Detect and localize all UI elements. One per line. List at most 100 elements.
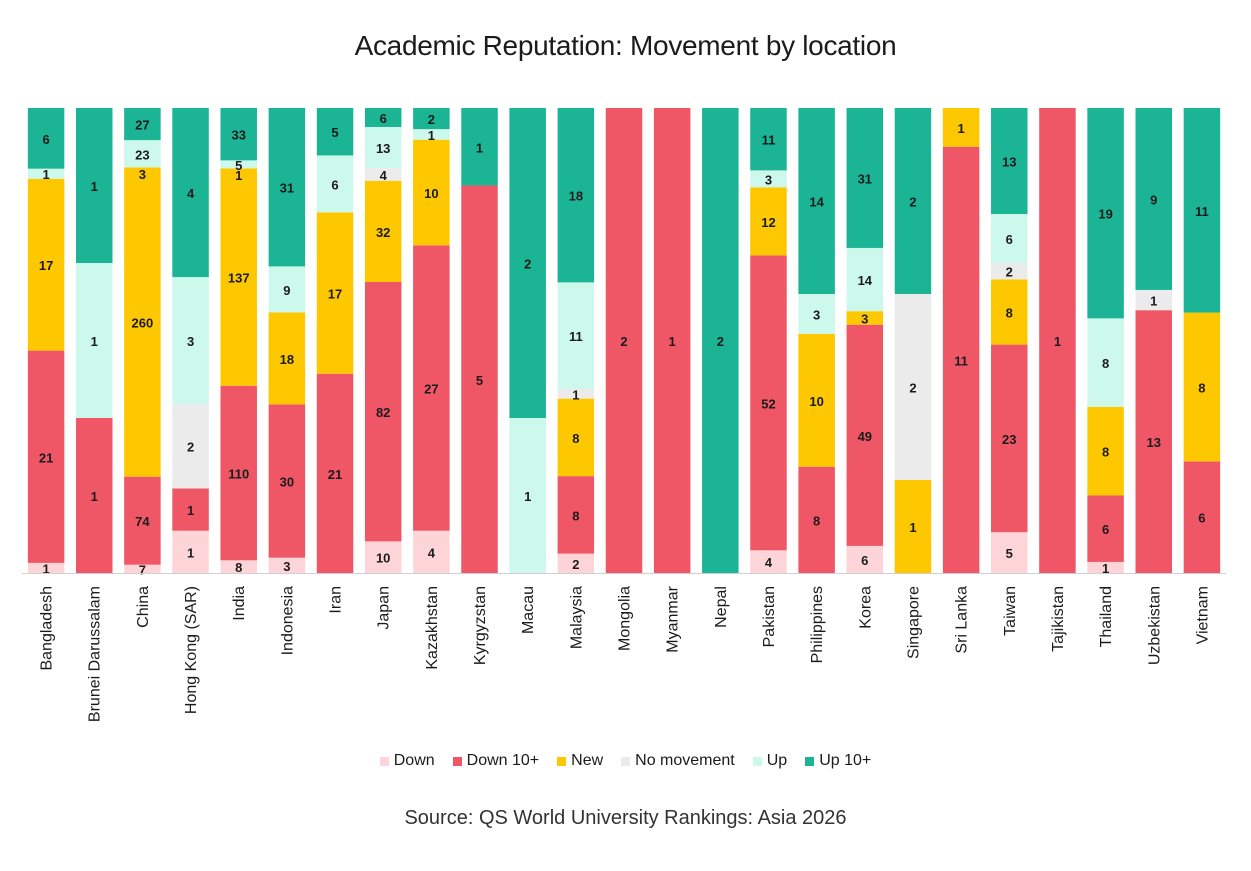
data-label-japan-new: 32 bbox=[376, 225, 390, 240]
bar-segment-japan-down-10 bbox=[364, 281, 402, 542]
data-label-japan-down: 10 bbox=[376, 551, 390, 566]
x-tick-label-korea: Korea bbox=[857, 586, 874, 629]
data-label-kazakhstan-up: 1 bbox=[428, 128, 435, 143]
data-label-taiwan-up: 6 bbox=[1006, 232, 1013, 247]
bar-segment-korea-down-10 bbox=[846, 324, 884, 546]
x-tick-label-vietnam: Vietnam bbox=[1194, 586, 1211, 644]
legend-label-new: New bbox=[571, 752, 604, 769]
bar-segment-korea-up-10 bbox=[846, 108, 884, 248]
bar-segment-hong-kong-sar-down bbox=[172, 530, 209, 573]
data-label-china-up-10: 27 bbox=[135, 118, 149, 133]
data-label-kyrgyzstan-down-10: 5 bbox=[476, 373, 483, 388]
bar-segment-macau-up bbox=[509, 418, 546, 573]
data-label-hong-kong-sar-up: 3 bbox=[187, 334, 194, 349]
data-label-singapore-new: 1 bbox=[909, 520, 916, 535]
data-label-pakistan-up: 3 bbox=[765, 172, 772, 187]
data-label-kyrgyzstan-up-10: 1 bbox=[476, 140, 483, 155]
data-label-taiwan-no-movement: 2 bbox=[1006, 265, 1013, 280]
data-label-tajikistan-down-10: 1 bbox=[1054, 334, 1061, 349]
bar-segment-japan-down bbox=[364, 541, 402, 573]
data-label-malaysia-up-10: 18 bbox=[569, 189, 583, 204]
bar-segment-taiwan-down bbox=[991, 532, 1028, 573]
bar-segment-myanmar-down-10 bbox=[653, 108, 691, 573]
bar-segment-thailand-down-10 bbox=[1087, 495, 1124, 562]
bar-segment-iran-new bbox=[316, 212, 354, 374]
x-tick-label-malaysia: Malaysia bbox=[568, 586, 585, 649]
data-label-china-up: 23 bbox=[135, 147, 149, 162]
data-label-malaysia-down-10: 8 bbox=[572, 508, 579, 523]
legend-swatch-down bbox=[379, 756, 389, 766]
x-tick-label-macau: Macau bbox=[520, 586, 537, 634]
data-label-bangladesh-new: 17 bbox=[39, 258, 53, 273]
bar-segment-china-down bbox=[124, 564, 161, 573]
bar-segment-pakistan-new bbox=[750, 187, 787, 256]
bar-segment-vietnam-new bbox=[1183, 312, 1221, 462]
bar-segment-tajikistan-down-10 bbox=[1039, 108, 1076, 573]
bar-segment-macau-up-10 bbox=[509, 108, 546, 418]
data-label-macau-up: 1 bbox=[524, 489, 531, 504]
bar-segment-kazakhstan-up bbox=[413, 129, 450, 140]
data-label-pakistan-new: 12 bbox=[761, 215, 775, 230]
bar-segment-japan-no-movement bbox=[364, 168, 402, 181]
bar-segment-thailand-up bbox=[1087, 318, 1124, 407]
legend-item-no-movement: No movement bbox=[621, 752, 735, 770]
bar-segment-taiwan-up bbox=[991, 214, 1028, 263]
bar-segment-kazakhstan-down-10 bbox=[413, 245, 450, 531]
bar-segment-thailand-new bbox=[1087, 406, 1124, 496]
legend-label-down: Down bbox=[393, 752, 435, 769]
x-tick-label-china: China bbox=[135, 586, 152, 628]
bar-segment-brunei-darussalam-up bbox=[75, 263, 113, 418]
bar-segment-china-new bbox=[124, 167, 161, 477]
data-labels: 1211716111774260232731123481101375331330… bbox=[39, 111, 1209, 577]
legend-item-up-10: Up 10+ bbox=[805, 752, 871, 770]
bar-segment-philippines-new bbox=[798, 333, 835, 467]
data-label-india-up-10: 33 bbox=[231, 128, 245, 143]
data-label-myanmar-down-10: 1 bbox=[669, 334, 676, 349]
data-label-bangladesh-down: 1 bbox=[42, 561, 49, 576]
data-label-hong-kong-sar-down-10: 1 bbox=[187, 503, 194, 518]
legend-swatch-up-10 bbox=[805, 756, 815, 766]
data-label-thailand-up: 8 bbox=[1102, 356, 1109, 371]
legend-swatch-no-movement bbox=[621, 756, 631, 766]
bar-segment-hong-kong-sar-down-10 bbox=[172, 488, 209, 531]
bar-segment-singapore-no-movement bbox=[894, 294, 932, 480]
x-tick-label-uzbekistan: Uzbekistan bbox=[1146, 586, 1163, 665]
data-label-kazakhstan-up-10: 2 bbox=[428, 112, 435, 127]
bars bbox=[27, 108, 1221, 574]
data-label-kazakhstan-down-10: 27 bbox=[424, 382, 438, 397]
bar-segment-india-down-10 bbox=[220, 385, 257, 561]
x-tick-label-hong-kong-sar: Hong Kong (SAR) bbox=[183, 586, 200, 714]
data-label-bangladesh-up-10: 6 bbox=[42, 132, 49, 147]
x-tick-label-pakistan: Pakistan bbox=[761, 586, 778, 647]
x-tick-label-taiwan: Taiwan bbox=[1002, 586, 1019, 636]
bar-segment-kazakhstan-down bbox=[413, 530, 450, 573]
data-label-vietnam-down-10: 6 bbox=[1198, 511, 1205, 526]
bar-segment-indonesia-down bbox=[268, 557, 306, 573]
legend-item-new: New bbox=[557, 752, 603, 770]
x-tick-label-indonesia: Indonesia bbox=[279, 586, 296, 655]
data-label-thailand-new: 8 bbox=[1102, 445, 1109, 460]
x-tick-label-kyrgyzstan: Kyrgyzstan bbox=[472, 586, 489, 665]
data-label-china-down-10: 74 bbox=[135, 514, 150, 529]
bar-segment-korea-up bbox=[846, 247, 884, 312]
bar-segment-india-new bbox=[220, 168, 257, 386]
bar-segment-thailand-down bbox=[1087, 561, 1124, 573]
x-tick-label-iran: Iran bbox=[328, 586, 345, 614]
data-label-brunei-darussalam-up: 1 bbox=[91, 334, 98, 349]
bar-segment-kyrgyzstan-down-10 bbox=[461, 185, 498, 573]
data-label-iran-up-10: 5 bbox=[331, 125, 338, 140]
bar-segment-hong-kong-sar-up-10 bbox=[172, 108, 209, 278]
data-label-philippines-new: 10 bbox=[809, 394, 823, 409]
data-label-malaysia-up: 11 bbox=[569, 329, 583, 344]
data-label-korea-up-10: 31 bbox=[858, 171, 872, 186]
bar-segment-thailand-up-10 bbox=[1087, 108, 1124, 319]
bar-segment-philippines-down-10 bbox=[798, 466, 835, 573]
bar-segment-sri-lanka-down-10 bbox=[942, 146, 980, 573]
bar-segment-kyrgyzstan-up-10 bbox=[461, 108, 498, 186]
legend-item-down-10: Down 10+ bbox=[452, 752, 539, 770]
bar-segment-brunei-darussalam-down-10 bbox=[75, 418, 113, 573]
data-label-taiwan-new: 8 bbox=[1006, 305, 1013, 320]
bar-segment-mongolia-down-10 bbox=[605, 108, 643, 573]
data-label-bangladesh-up: 1 bbox=[42, 167, 49, 182]
